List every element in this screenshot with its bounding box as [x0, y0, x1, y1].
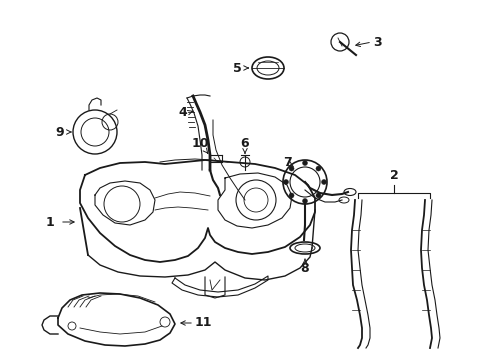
- Text: 11: 11: [195, 316, 212, 329]
- Circle shape: [283, 180, 288, 185]
- Text: 7: 7: [283, 156, 292, 168]
- Circle shape: [315, 166, 320, 171]
- Circle shape: [288, 193, 293, 198]
- Text: 9: 9: [56, 126, 64, 139]
- Circle shape: [302, 161, 307, 166]
- Circle shape: [321, 180, 326, 185]
- Text: 1: 1: [45, 216, 54, 229]
- Text: 3: 3: [373, 36, 382, 49]
- Text: 6: 6: [240, 136, 249, 149]
- Text: 8: 8: [300, 261, 309, 274]
- Circle shape: [288, 166, 293, 171]
- Text: 4: 4: [178, 105, 187, 118]
- Text: 5: 5: [232, 62, 241, 75]
- Circle shape: [315, 193, 320, 198]
- Circle shape: [302, 198, 307, 203]
- Text: 2: 2: [389, 168, 398, 181]
- Text: 10: 10: [191, 136, 208, 149]
